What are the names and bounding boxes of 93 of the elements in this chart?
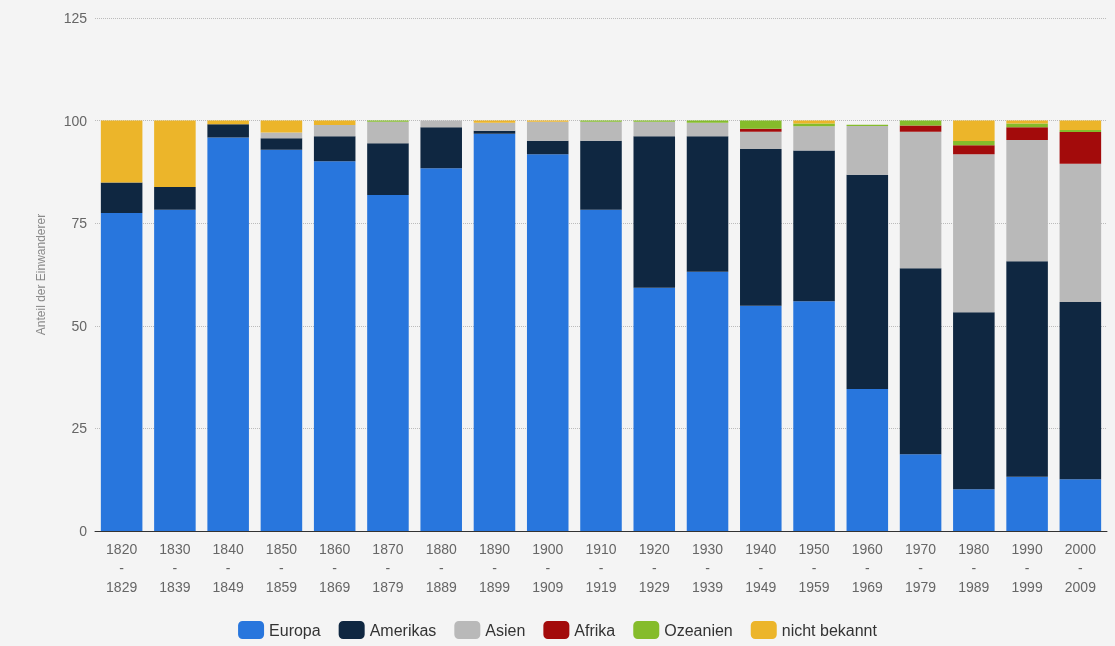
bar xyxy=(580,209,622,531)
x-tick-label: 1930 - 1939 xyxy=(691,540,724,595)
bar xyxy=(953,141,995,146)
bar xyxy=(207,137,249,531)
bar xyxy=(953,312,995,490)
bar xyxy=(473,120,516,123)
bar xyxy=(793,126,835,151)
bar xyxy=(260,120,303,133)
bar xyxy=(260,138,303,150)
bar xyxy=(846,174,889,389)
y-tick-label: 0 xyxy=(79,523,88,539)
bar xyxy=(899,268,942,455)
x-tick-label: 1850 - 1859 xyxy=(265,540,298,595)
y-tick-label: 25 xyxy=(71,420,88,437)
bar xyxy=(100,120,143,183)
legend-label: Amerikas xyxy=(369,621,437,639)
bar xyxy=(1006,261,1048,477)
bar xyxy=(1006,127,1048,140)
bar xyxy=(367,143,409,195)
bar xyxy=(953,120,995,142)
bar xyxy=(473,133,516,531)
legend-label: Afrika xyxy=(574,621,616,639)
bar xyxy=(1059,302,1102,480)
legend-label: Europa xyxy=(269,621,321,639)
y-tick-label: 75 xyxy=(71,215,88,232)
bar xyxy=(846,389,889,531)
x-tick-label: 1990 - 1999 xyxy=(1011,540,1043,595)
x-tick-label: 1950 - 1959 xyxy=(798,540,830,595)
y-tick-label: 50 xyxy=(71,317,88,334)
y-tick-label: 100 xyxy=(63,112,88,129)
bar xyxy=(1059,479,1102,531)
y-axis-title: Anteil der Einwanderer xyxy=(34,213,48,336)
bar xyxy=(793,150,835,302)
bar xyxy=(793,301,835,531)
bar xyxy=(686,122,729,137)
bar xyxy=(953,489,995,531)
bar xyxy=(740,305,782,531)
legend-label: Ozeanien xyxy=(664,621,733,639)
x-tick-label: 1910 - 1919 xyxy=(585,540,617,595)
x-tick-label: 2000 - 2009 xyxy=(1064,540,1097,595)
bar xyxy=(899,454,942,531)
x-tick-label: 1840 - 1849 xyxy=(212,540,244,595)
bar xyxy=(740,148,782,306)
bar xyxy=(154,209,196,531)
bar xyxy=(367,194,409,531)
bar xyxy=(313,161,356,531)
legend-label: nicht bekannt xyxy=(781,621,878,639)
x-tick-label: 1820 - 1829 xyxy=(106,540,138,595)
bar xyxy=(1059,130,1102,133)
x-tick-label: 1900 - 1909 xyxy=(532,540,564,595)
x-tick-label: 1920 - 1929 xyxy=(638,540,671,595)
bar xyxy=(686,136,729,272)
bar xyxy=(526,140,569,155)
bar xyxy=(420,127,462,169)
y-tick-label: 125 xyxy=(63,10,88,26)
bar xyxy=(686,271,729,531)
bar xyxy=(740,120,782,129)
bar xyxy=(580,140,622,210)
bar xyxy=(154,120,196,188)
bar xyxy=(100,212,143,531)
bar xyxy=(1059,120,1102,131)
bar xyxy=(1059,132,1102,164)
bar xyxy=(899,125,942,132)
x-tick-label: 1880 - 1889 xyxy=(425,540,457,595)
x-tick-label: 1870 - 1879 xyxy=(372,540,404,595)
bar xyxy=(953,145,995,155)
legend-label: Asien xyxy=(485,621,526,639)
bar xyxy=(1006,476,1048,531)
bar xyxy=(633,136,676,288)
x-tick-label: 1890 - 1899 xyxy=(478,540,511,595)
bar xyxy=(899,120,942,126)
bar xyxy=(740,128,782,132)
x-tick-label: 1970 - 1979 xyxy=(905,540,937,595)
bar xyxy=(100,182,143,213)
bar xyxy=(313,125,356,137)
bar xyxy=(633,287,676,531)
bar xyxy=(260,149,303,531)
bar xyxy=(420,168,462,531)
bar xyxy=(207,124,249,138)
bar xyxy=(846,125,889,175)
x-tick-label: 1830 - 1839 xyxy=(159,540,191,595)
x-tick-label: 1940 - 1949 xyxy=(745,540,777,595)
bar xyxy=(686,120,729,123)
bar xyxy=(1006,123,1048,128)
bar xyxy=(526,154,569,531)
x-tick-label: 1860 - 1869 xyxy=(319,540,351,595)
bar xyxy=(473,130,516,134)
x-tick-label: 1980 - 1989 xyxy=(958,540,990,595)
x-tick-label: 1960 - 1969 xyxy=(851,540,884,595)
bar xyxy=(473,122,516,131)
bar xyxy=(313,136,356,162)
bar xyxy=(154,187,196,210)
bar xyxy=(740,131,782,149)
